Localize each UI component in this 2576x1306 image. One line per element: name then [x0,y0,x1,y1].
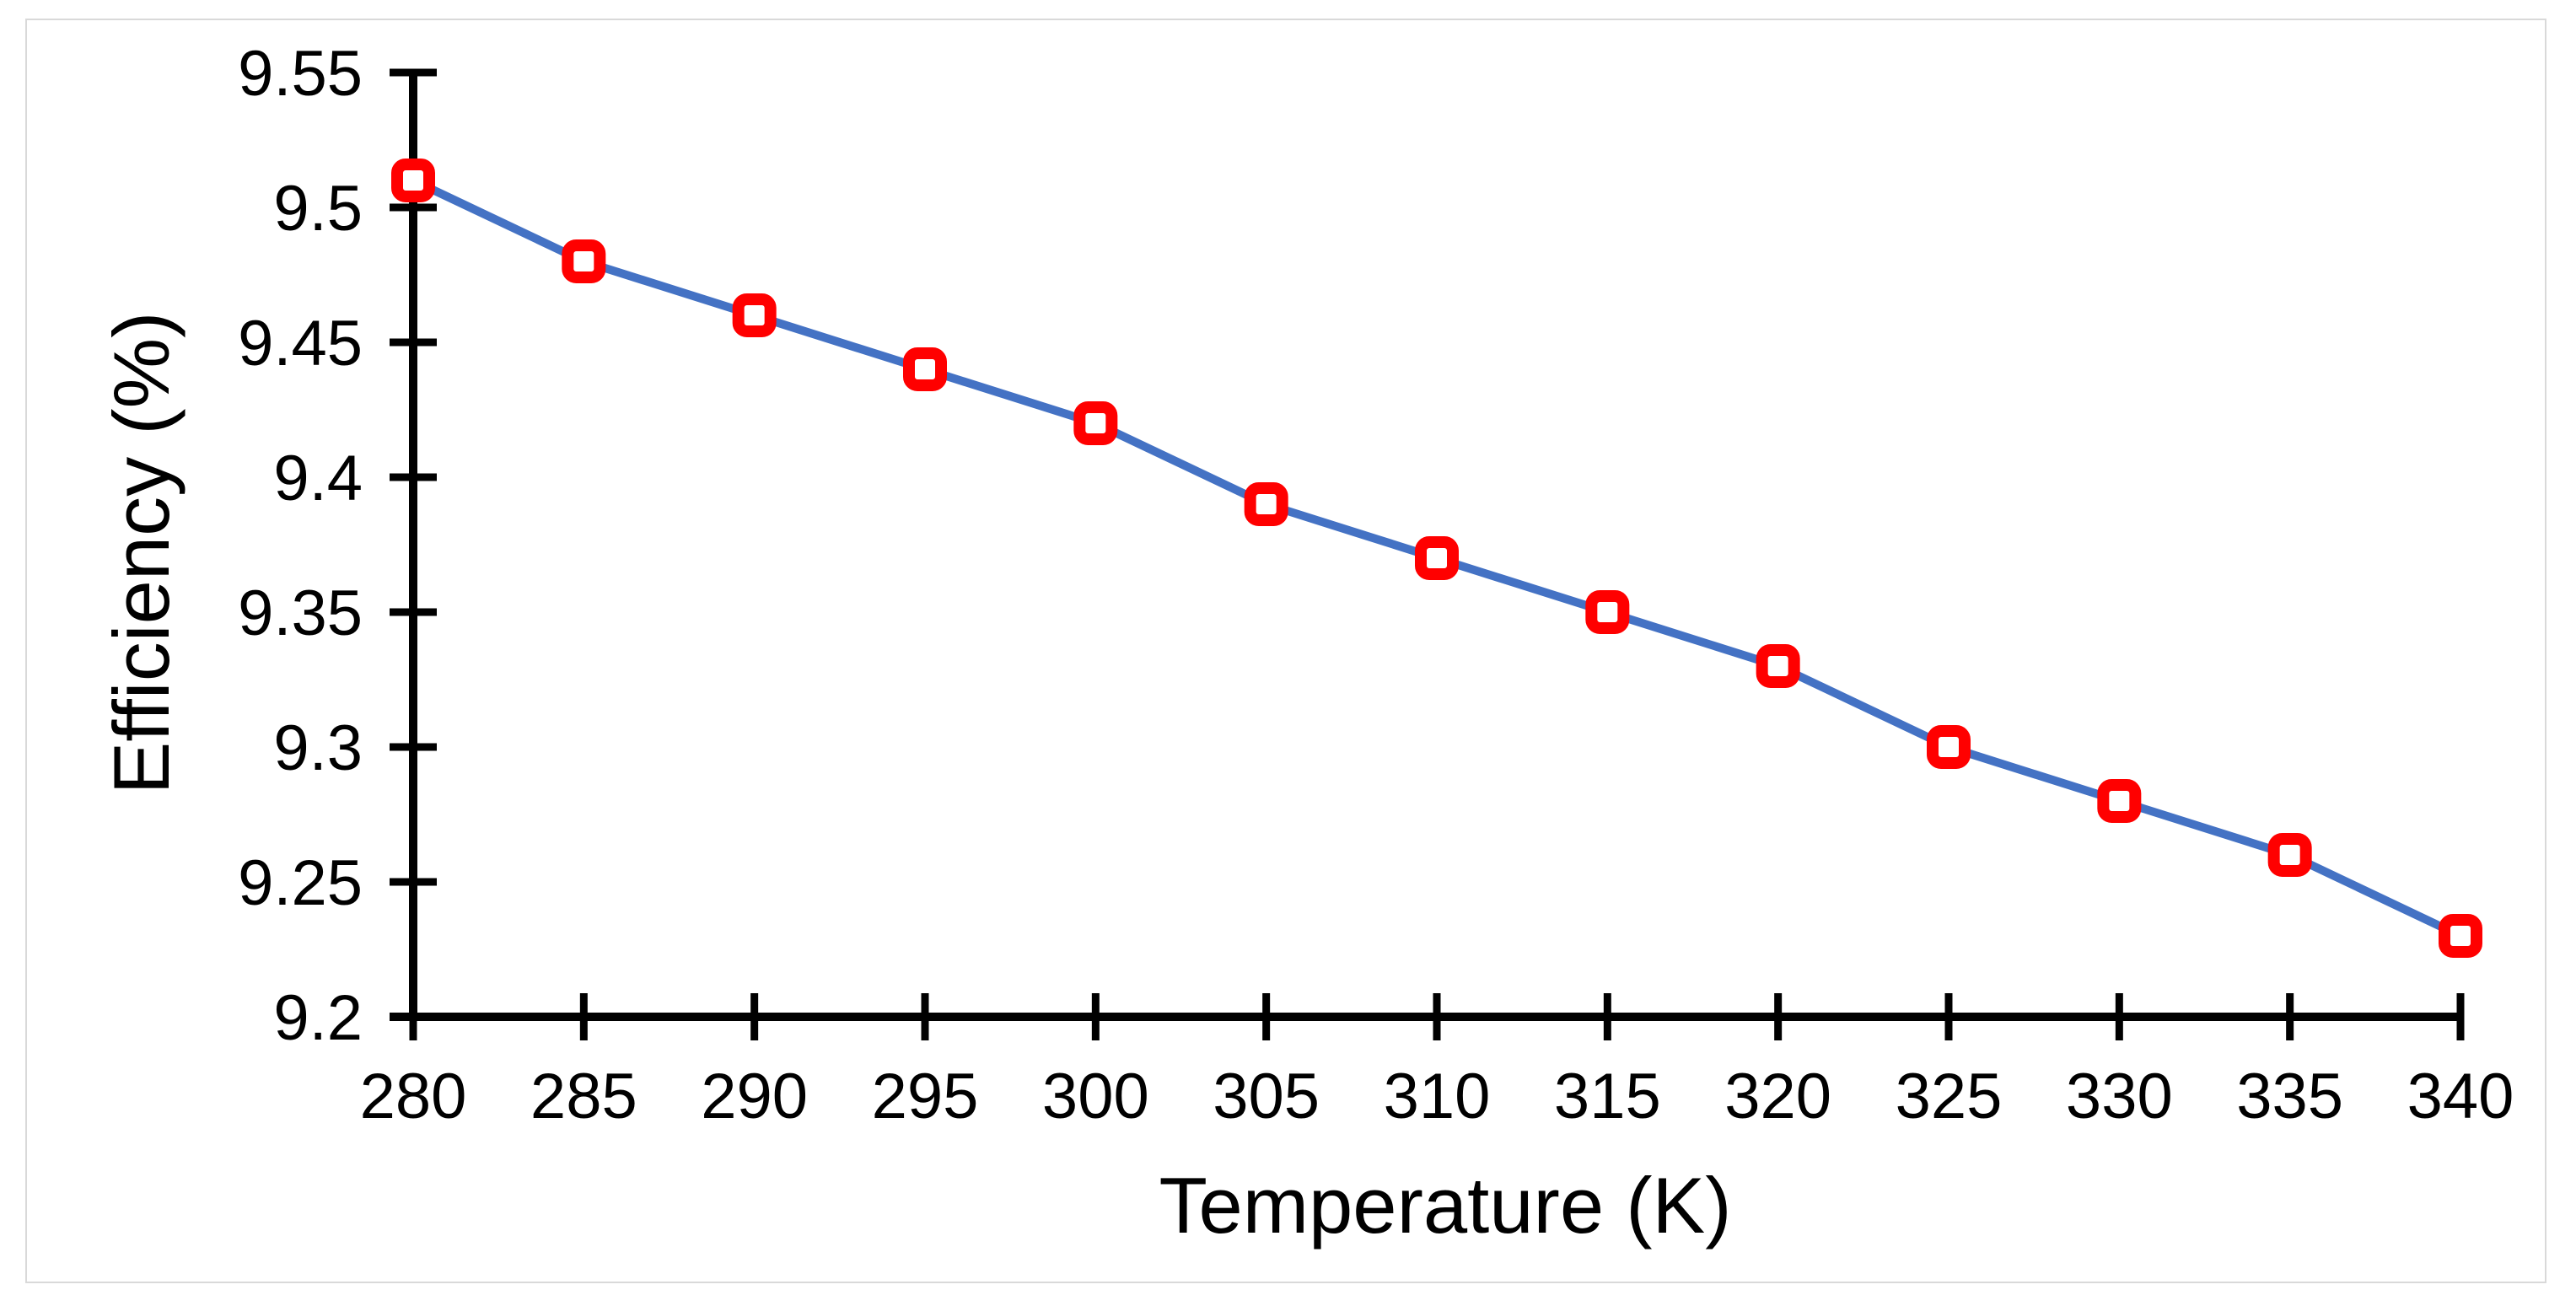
x-tick-label: 290 [701,1061,808,1132]
series-group [391,159,2482,958]
x-tick-label: 295 [872,1061,979,1132]
y-tick-label: 9.5 [273,173,363,245]
data-point-marker [2097,779,2142,823]
axes-group [390,68,2465,1040]
data-point-marker [1927,725,1971,769]
x-tick-label: 335 [2236,1061,2343,1132]
y-tick-label: 9.3 [273,712,363,784]
x-tick-label: 305 [1213,1061,1320,1132]
data-point-marker [1415,536,1459,580]
y-tick-label: 9.2 [273,982,363,1054]
x-axis-title: Temperature (K) [1159,1161,1731,1250]
data-point-marker [1244,482,1288,526]
data-point-marker [732,293,777,337]
labels-group: Temperature (K) Efficiency (%) 9.2 9.25 9.… [97,38,2514,1250]
x-tick-label: 280 [360,1061,467,1132]
x-tick-label: 325 [1896,1061,2003,1132]
y-axis-title: Efficiency (%) [97,312,186,795]
x-tick-label: 320 [1724,1061,1831,1132]
x-tick-label: 300 [1042,1061,1149,1132]
y-tick-label: 9.45 [238,308,363,379]
data-point-marker [2439,914,2482,958]
data-point-marker [1073,401,1118,445]
y-tick-label: 9.25 [238,847,363,919]
data-point-marker [391,159,435,202]
data-point-marker [1756,644,1800,688]
x-tick-label: 310 [1384,1061,1491,1132]
chart-frame [25,19,2546,1283]
data-point-marker [1585,590,1630,634]
x-tick-label: 315 [1554,1061,1661,1132]
data-point-marker [2267,833,2312,877]
x-tick-label: 285 [530,1061,637,1132]
y-tick-label: 9.55 [238,38,363,110]
data-point-marker [903,347,947,391]
y-tick-label: 9.35 [238,578,363,649]
x-tick-label: 340 [2407,1061,2514,1132]
data-point-marker [562,239,606,283]
y-tick-label: 9.4 [273,443,363,514]
x-tick-label: 330 [2066,1061,2173,1132]
